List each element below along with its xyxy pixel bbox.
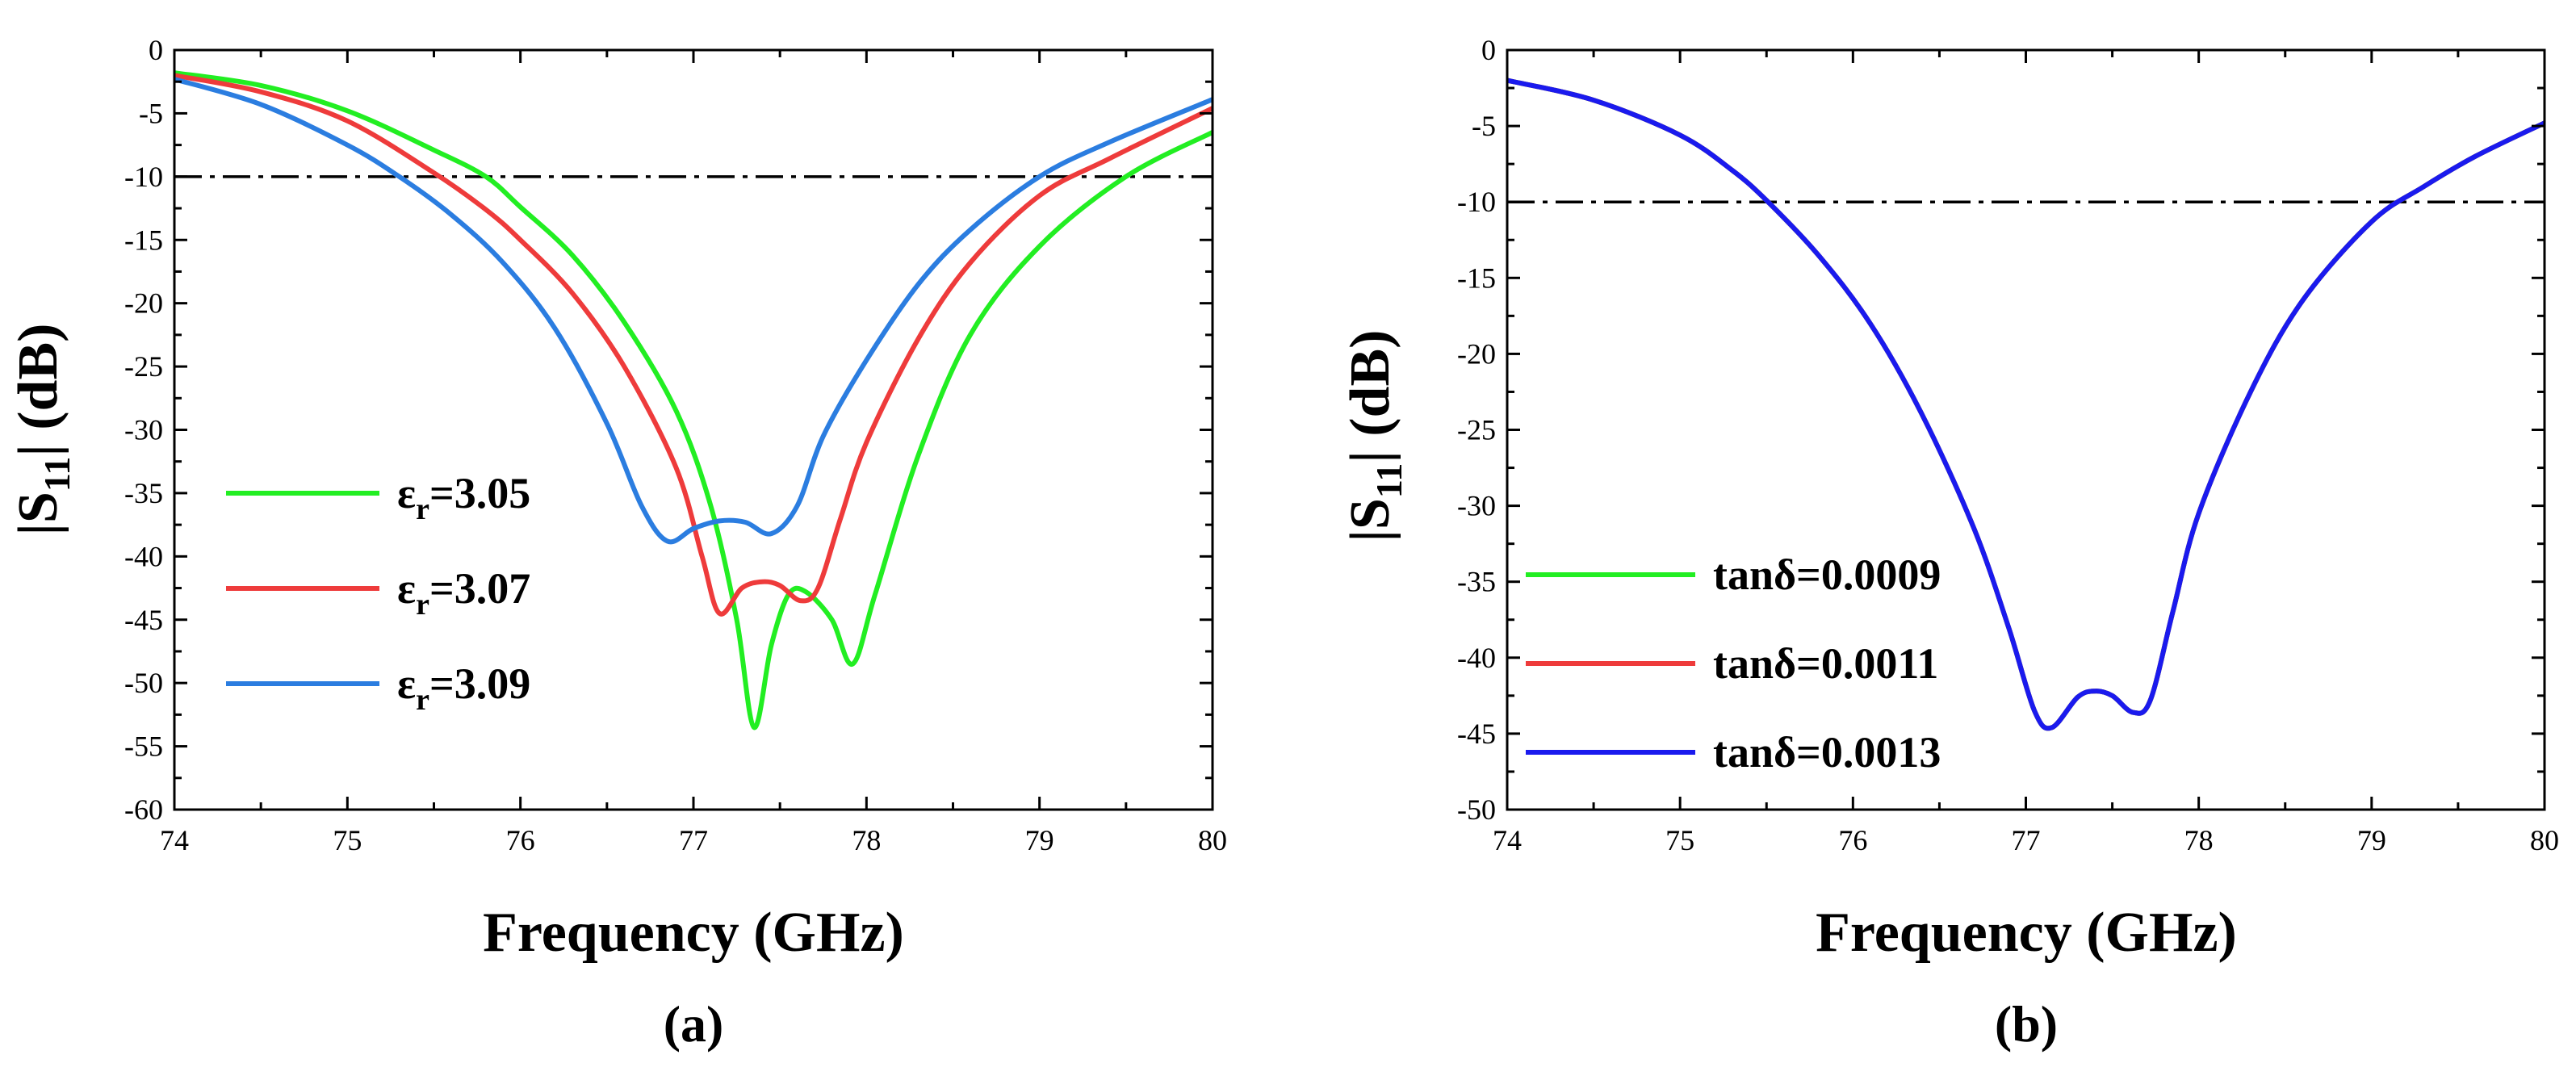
x-tick-label: 74 — [1493, 824, 1522, 856]
legend-label-sub: r — [416, 588, 429, 622]
chart-panel-b: 74 75 76 77 78 79 80 0 -5 -10 -15 -20 -25 -30 -35 -40 -4… — [1339, 34, 2559, 1053]
y-axis-label: |S11| (dB) — [7, 324, 77, 536]
legend-label-prefix: ε — [397, 469, 416, 517]
legend-label-2: εr=3.07 — [397, 564, 530, 622]
y-tick-label: -30 — [1457, 490, 1496, 522]
legend-label-suffix: =3.07 — [429, 564, 530, 613]
plot-frame — [1506, 48, 2546, 811]
y-tick-label: -10 — [1457, 186, 1496, 218]
legend-label-sub: r — [416, 683, 429, 717]
x-tick-label: 75 — [1665, 824, 1694, 856]
legend-label-3: tanδ=0.0013 — [1713, 728, 1941, 777]
x-tick-label: 78 — [852, 824, 881, 856]
series-line-1 — [174, 70, 1213, 730]
legend-label-prefix: ε — [397, 564, 416, 613]
x-axis-label: Frequency (GHz) — [483, 902, 904, 964]
y-tick-label: -10 — [124, 161, 163, 193]
panel-label: (b) — [1995, 995, 2058, 1053]
y-tick-label: -35 — [1457, 566, 1496, 598]
legend-label-prefix: tanδ=0.0013 — [1713, 728, 1941, 777]
x-tick-label: 74 — [160, 824, 189, 856]
y-tick-label: -15 — [1457, 262, 1496, 294]
x-tick-label: 75 — [333, 824, 362, 856]
legend-label-3: εr=3.09 — [397, 659, 530, 717]
y-tick-label: -40 — [1457, 642, 1496, 674]
series-line-2 — [174, 73, 1213, 617]
x-tick-label: 79 — [2357, 824, 2386, 856]
legend-label-1: εr=3.05 — [397, 469, 530, 526]
legend-label-1: tanδ=0.0009 — [1713, 550, 1941, 599]
x-axis-label: Frequency (GHz) — [1816, 902, 2237, 964]
y-tick-label: -20 — [1457, 337, 1496, 370]
y-tick-label: 0 — [1481, 34, 1496, 66]
y-tick-label: -40 — [124, 540, 163, 572]
legend-label-suffix: =3.09 — [429, 659, 530, 708]
y-tick-label: -35 — [124, 477, 163, 509]
y-tick-label: -50 — [1457, 793, 1496, 826]
y-axis-label: |S11| (dB) — [1339, 330, 1409, 542]
chart-panel-a: 74 75 76 77 78 79 80 0 -5 -10 -15 -20 -25 -30 -35 -40 -4… — [7, 34, 1227, 1053]
y-tick-label: -5 — [139, 97, 163, 129]
x-tick-label: 80 — [2530, 824, 2559, 856]
y-tick-label: -30 — [124, 414, 163, 446]
y-tick-label: -20 — [124, 287, 163, 320]
panel-label: (a) — [664, 995, 724, 1053]
y-tick-label: -25 — [1457, 414, 1496, 446]
series-line-1 — [1507, 77, 2545, 731]
legend-label-sub: r — [416, 492, 429, 526]
series-line-3 — [1507, 77, 2545, 731]
x-tick-label: 79 — [1025, 824, 1054, 856]
y-tick-label: -45 — [1457, 718, 1496, 750]
series-line-3 — [174, 77, 1213, 545]
y-tick-label: -60 — [124, 793, 163, 826]
legend-label-prefix: tanδ=0.0011 — [1713, 639, 1938, 688]
y-tick-label: -50 — [124, 667, 163, 699]
x-tick-label: 77 — [2012, 824, 2041, 856]
y-tick-label: -5 — [1472, 110, 1496, 142]
legend-label-suffix: =3.05 — [429, 469, 530, 517]
y-axis-label-sub: 11 — [36, 457, 77, 492]
y-axis-label-suffix: | (dB) — [7, 324, 69, 457]
y-axis-label-prefix: |S — [1339, 498, 1401, 542]
y-tick-label: -15 — [124, 224, 163, 256]
x-tick-label: 76 — [1838, 824, 1867, 856]
x-tick-label: 76 — [506, 824, 535, 856]
y-axis-label-prefix: |S — [7, 492, 69, 535]
legend-label-prefix: ε — [397, 659, 416, 708]
legend-label-prefix: tanδ=0.0009 — [1713, 550, 1941, 599]
x-tick-label: 80 — [1198, 824, 1227, 856]
y-axis-label-suffix: | (dB) — [1339, 330, 1401, 463]
series-line-2 — [1507, 77, 2545, 731]
y-tick-label: 0 — [149, 34, 163, 66]
y-tick-label: -25 — [124, 350, 163, 383]
y-tick-label: -55 — [124, 730, 163, 763]
x-tick-label: 77 — [679, 824, 708, 856]
y-tick-label: -45 — [124, 604, 163, 636]
y-axis-label-sub: 11 — [1368, 463, 1409, 498]
legend-label-2: tanδ=0.0011 — [1713, 639, 1938, 688]
x-tick-label: 78 — [2184, 824, 2214, 856]
